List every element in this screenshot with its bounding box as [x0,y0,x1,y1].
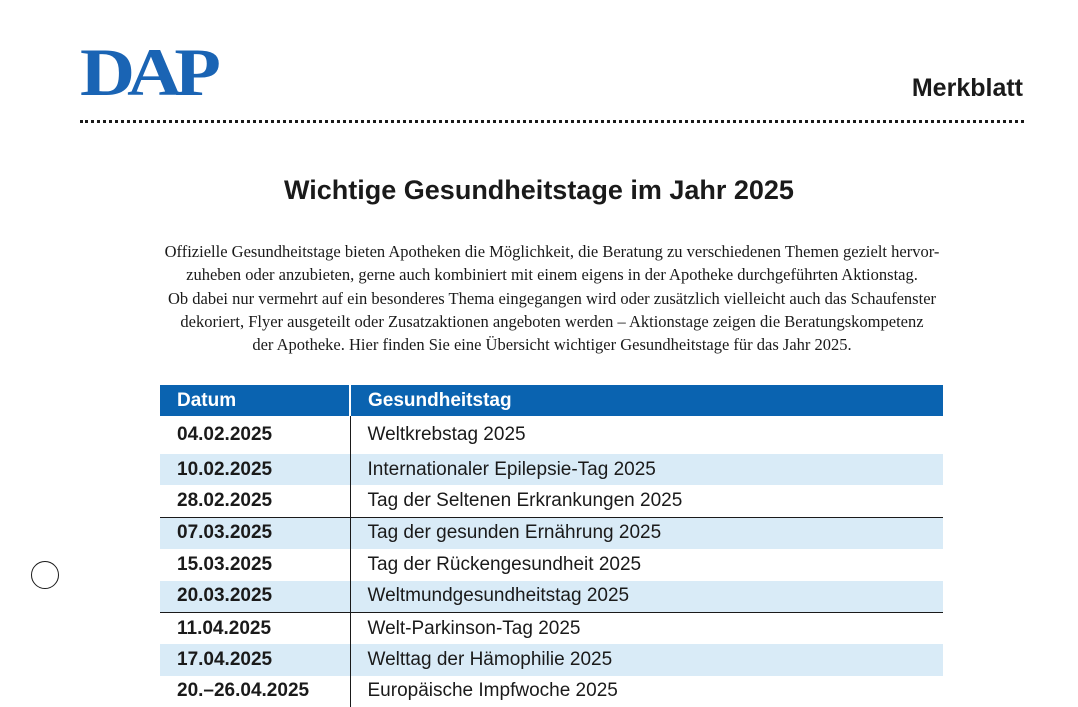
table-row: 11.04.2025 Welt-Parkinson-Tag 2025 [160,611,943,645]
intro-line: zuheben oder anzubieten, gerne auch komb… [186,265,918,285]
row-date: 11.04.2025 [160,611,350,645]
intro-line: dekoriert, Flyer ausgeteilt oder Zusatza… [180,311,924,331]
table-row: 28.02.2025 Tag der Seltenen Erkrankungen… [160,485,943,518]
intro-paragraph: Offizielle Gesundheitstage bieten Apothe… [80,240,1024,356]
row-health-day: Tag der Rückengesundheit 2025 [349,549,943,581]
row-health-day: Internationaler Epilepsie-Tag 2025 [349,454,943,486]
column-header-date: Datum [160,385,350,416]
row-health-day: Welttag der Hämophilie 2025 [349,644,943,676]
table-row: 10.02.2025 Internationaler Epilepsie-Tag… [160,454,943,486]
row-health-day: Europäische Impfwoche 2025 [349,675,943,707]
table-row: 15.03.2025 Tag der Rückengesundheit 2025 [160,549,943,581]
row-date: 17.04.2025 [160,644,350,676]
column-header-health-day: Gesundheitstag [349,385,943,416]
row-health-day: Tag der gesunden Ernährung 2025 [349,516,943,550]
row-date: 10.02.2025 [160,454,350,486]
row-health-day: Welt-Parkinson-Tag 2025 [349,611,943,645]
header-divider [80,120,1024,123]
row-health-day: Weltkrebstag 2025 [349,416,943,454]
table-row: 20.–26.04.2025 Europäische Impfwoche 202… [160,675,943,707]
health-days-table: Datum Gesundheitstag 04.02.2025 Weltkreb… [160,385,943,707]
row-date: 04.02.2025 [177,424,273,445]
row-health-day: Weltmundgesundheitstag 2025 [349,580,943,613]
punch-hole-icon [31,561,59,589]
table-row: 04.02.2025 Weltkrebstag 2025 [160,416,943,454]
page-title: Wichtige Gesundheitstage im Jahr 2025 [284,175,794,205]
intro-line: der Apotheke. Hier finden Sie eine Übers… [252,335,852,355]
table-row: 17.04.2025 Welttag der Hämophilie 2025 [160,644,943,676]
table-header-row: Datum Gesundheitstag [160,385,943,416]
row-date: 20.03.2025 [160,580,350,613]
intro-line: Offizielle Gesundheitstage bieten Apothe… [164,242,940,261]
intro-line: Ob dabei nur vermehrt auf ein besonderes… [167,288,937,308]
dap-logo: DAP [80,34,221,110]
row-date: 28.02.2025 [177,490,273,512]
document-type-label: Merkblatt [911,74,1023,102]
table-row: 07.03.2025 Tag der gesunden Ernährung 20… [160,516,943,550]
row-date: 20.–26.04.2025 [177,680,310,702]
table-row: 20.03.2025 Weltmundgesundheitstag 2025 [160,580,943,613]
row-health-day: Tag der Seltenen Erkrankungen 2025 [349,485,943,518]
row-date: 15.03.2025 [177,553,273,575]
row-date: 07.03.2025 [160,516,350,550]
